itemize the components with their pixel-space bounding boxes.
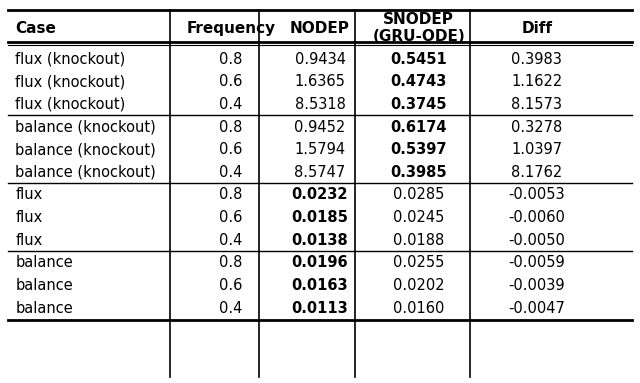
Text: 0.4743: 0.4743	[390, 74, 447, 89]
Text: 0.4: 0.4	[219, 301, 243, 316]
Text: 0.3983: 0.3983	[511, 52, 562, 67]
Text: SNODEP
(GRU-ODE): SNODEP (GRU-ODE)	[372, 12, 465, 44]
Text: 0.0113: 0.0113	[292, 301, 348, 316]
Text: -0.0053: -0.0053	[508, 187, 565, 203]
Text: 0.0202: 0.0202	[393, 278, 445, 293]
Text: 0.0232: 0.0232	[292, 187, 348, 203]
Text: 0.3278: 0.3278	[511, 119, 563, 134]
Text: -0.0047: -0.0047	[508, 301, 565, 316]
Text: 0.3985: 0.3985	[390, 165, 447, 180]
Text: 0.0285: 0.0285	[393, 187, 444, 203]
Text: -0.0060: -0.0060	[508, 210, 565, 225]
Text: 0.0255: 0.0255	[393, 255, 444, 270]
Text: balance (knockout): balance (knockout)	[15, 119, 156, 134]
Text: 0.9452: 0.9452	[294, 119, 346, 134]
Text: 0.4: 0.4	[219, 97, 243, 112]
Text: 0.8: 0.8	[219, 119, 243, 134]
Text: Case: Case	[15, 21, 56, 36]
Text: 8.5747: 8.5747	[294, 165, 346, 180]
Text: flux: flux	[15, 232, 43, 248]
Text: balance (knockout): balance (knockout)	[15, 165, 156, 180]
Text: 1.0397: 1.0397	[511, 142, 562, 157]
Text: 1.6365: 1.6365	[294, 74, 346, 89]
Text: 0.8: 0.8	[219, 52, 243, 67]
Text: 8.1573: 8.1573	[511, 97, 562, 112]
Text: NODEP: NODEP	[290, 21, 350, 36]
Text: 0.4: 0.4	[219, 232, 243, 248]
Text: 0.0163: 0.0163	[292, 278, 348, 293]
Text: 1.5794: 1.5794	[294, 142, 346, 157]
Text: 0.9434: 0.9434	[294, 52, 346, 67]
Text: -0.0039: -0.0039	[508, 278, 565, 293]
Text: 0.6: 0.6	[219, 210, 243, 225]
Text: 0.4: 0.4	[219, 165, 243, 180]
Text: flux (knockout): flux (knockout)	[15, 74, 125, 89]
Text: -0.0059: -0.0059	[508, 255, 565, 270]
Text: flux: flux	[15, 210, 43, 225]
Text: 0.0196: 0.0196	[292, 255, 348, 270]
Text: 8.5318: 8.5318	[294, 97, 346, 112]
Text: 0.5397: 0.5397	[390, 142, 447, 157]
Text: Frequency: Frequency	[186, 21, 275, 36]
Text: 0.6: 0.6	[219, 74, 243, 89]
Text: 0.0245: 0.0245	[393, 210, 444, 225]
Text: balance: balance	[15, 255, 73, 270]
Text: 0.0188: 0.0188	[393, 232, 444, 248]
Text: flux: flux	[15, 187, 43, 203]
Text: 0.8: 0.8	[219, 255, 243, 270]
Text: 0.5451: 0.5451	[390, 52, 447, 67]
Text: balance (knockout): balance (knockout)	[15, 142, 156, 157]
Text: 0.0138: 0.0138	[292, 232, 348, 248]
Text: 0.6: 0.6	[219, 278, 243, 293]
Text: 0.6174: 0.6174	[390, 119, 447, 134]
Text: balance: balance	[15, 301, 73, 316]
Text: -0.0050: -0.0050	[508, 232, 565, 248]
Text: 0.3745: 0.3745	[390, 97, 447, 112]
Text: flux (knockout): flux (knockout)	[15, 52, 125, 67]
Text: flux (knockout): flux (knockout)	[15, 97, 125, 112]
Text: 0.0185: 0.0185	[292, 210, 348, 225]
Text: 1.1622: 1.1622	[511, 74, 563, 89]
Text: 0.0160: 0.0160	[393, 301, 444, 316]
Text: balance: balance	[15, 278, 73, 293]
Text: 8.1762: 8.1762	[511, 165, 563, 180]
Text: 0.6: 0.6	[219, 142, 243, 157]
Text: Diff: Diff	[521, 21, 552, 36]
Text: 0.8: 0.8	[219, 187, 243, 203]
